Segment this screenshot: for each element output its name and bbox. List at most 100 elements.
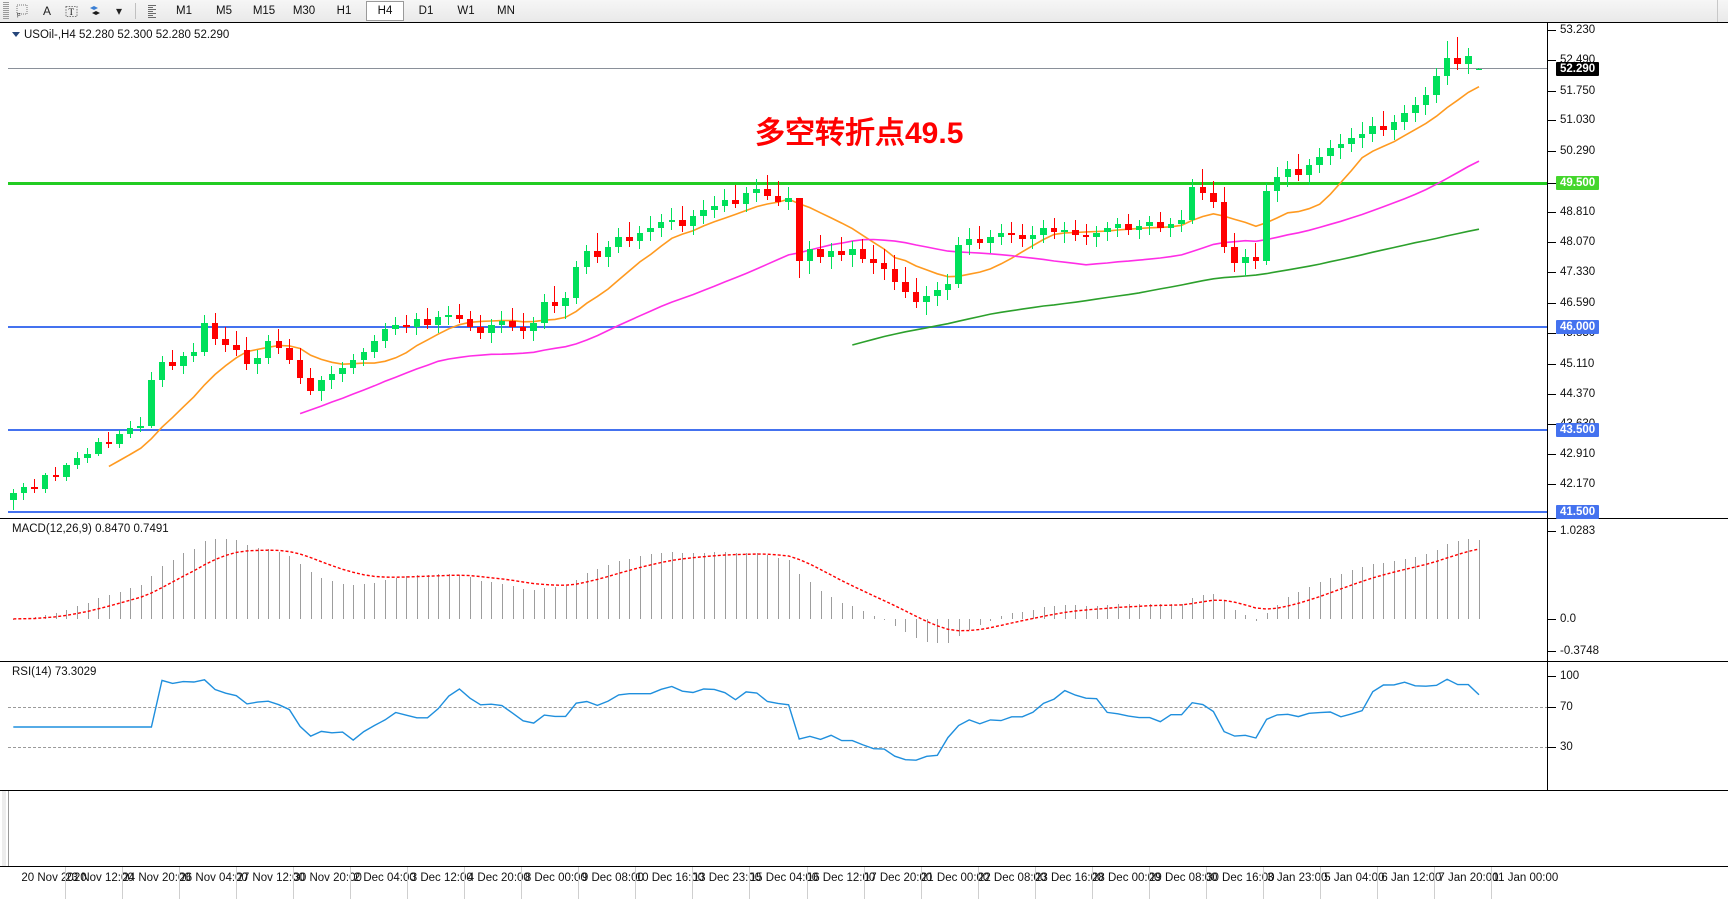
crosshair-f-icon[interactable]: F [12, 2, 34, 21]
rsi-pane[interactable]: RSI(14) 73.3029 100 70 30 [0, 662, 1728, 791]
candle-body [1093, 232, 1100, 237]
time-axis-label: 28 Dec 00:00 [1092, 872, 1161, 884]
timeframe-w1[interactable]: W1 [457, 5, 475, 17]
candle-wick [777, 181, 779, 206]
candle-body [1231, 246, 1238, 264]
rsi-axis[interactable]: 100 70 30 [1547, 662, 1728, 790]
support-line-41500[interactable] [8, 510, 1548, 513]
candle-body [721, 199, 729, 206]
time-axis-label: 24 Nov 20:00 [122, 872, 191, 884]
macd-histogram-bar [1032, 609, 1034, 619]
candle-body [126, 427, 134, 434]
text-a-icon[interactable]: A [42, 4, 51, 18]
candle-body [1369, 125, 1377, 134]
candle-body [1040, 228, 1047, 235]
macd-histogram-bar [1022, 611, 1024, 619]
time-separator [1490, 867, 1492, 899]
time-axis-label: 30 Nov 20:00 [293, 872, 362, 884]
rsi-tick [1548, 706, 1556, 708]
macd-histogram-bar [1001, 616, 1002, 619]
toolbar: F A T ▾ [0, 0, 1728, 23]
candle-body [498, 320, 506, 325]
time-axis-label: 15 Dec 04:00 [749, 872, 819, 884]
dropdown-arrow-icon[interactable]: ▾ [115, 4, 123, 18]
current-price-line[interactable] [8, 68, 1548, 70]
time-axis-label: 23 Nov 12:00 [65, 872, 134, 884]
toolbar-grip[interactable] [3, 2, 9, 20]
level-badge-46000[interactable]: 46.000 [1556, 319, 1600, 334]
symbol-header[interactable]: USOil-,H4 52.280 52.300 52.280 52.290 [12, 29, 229, 41]
current-price-badge[interactable]: 52.290 [1556, 61, 1600, 76]
candle-wick [1202, 168, 1204, 200]
rsi-tick [1548, 676, 1556, 677]
macd-histogram-bar [257, 548, 259, 619]
candle-body [201, 322, 208, 352]
candle-body [1220, 201, 1228, 247]
macd-histogram-bar [650, 554, 652, 619]
macd-plot-area[interactable] [8, 519, 1548, 661]
candle-body [1178, 220, 1185, 225]
triangle-down-icon[interactable] [12, 32, 20, 38]
candle-body [572, 267, 580, 299]
candle-body [934, 290, 941, 297]
candle-wick [12, 489, 14, 510]
time-separator [635, 867, 637, 899]
price-plot-area[interactable] [8, 23, 1548, 518]
candle-body [551, 302, 559, 307]
timeframe-m1[interactable]: M1 [176, 5, 192, 17]
toolbar-divider [135, 3, 136, 19]
candle-body [286, 347, 293, 360]
price-tick [1548, 150, 1556, 152]
candle-wick [278, 329, 280, 354]
candle-body [424, 318, 431, 325]
macd-histogram-bar [1096, 605, 1098, 619]
support-line-43500[interactable] [8, 428, 1548, 431]
timeframe-h4[interactable]: H4 [366, 1, 404, 21]
macd-pane[interactable]: MACD(12,26,9) 0.8470 0.7491 1.0283 0.0 -0.… [0, 519, 1728, 662]
candle-body [710, 205, 718, 210]
macd-histogram-bar [990, 618, 992, 621]
ma-fast-orange-line [108, 85, 1480, 468]
price-tick-label: 45.110 [1560, 357, 1595, 370]
level-badge-43500[interactable]: 43.500 [1556, 422, 1600, 437]
time-separator [578, 867, 580, 899]
candle-body [94, 442, 102, 455]
level-badge-41500[interactable]: 41.500 [1556, 504, 1600, 519]
macd-histogram-bar [1319, 582, 1321, 619]
price-pane[interactable]: USOil-,H4 52.280 52.300 52.280 52.290 多空… [0, 23, 1728, 519]
timeframe-d1[interactable]: D1 [418, 5, 434, 17]
macd-histogram-bar [1425, 554, 1427, 619]
macd-axis[interactable]: 1.0283 0.0 -0.3748 [1547, 519, 1728, 661]
time-separator [1376, 867, 1378, 899]
timeframe-mn[interactable]: MN [497, 5, 515, 17]
macd-histogram-bar [661, 552, 663, 619]
objects-icon[interactable] [84, 2, 106, 21]
macd-histogram-bar [353, 584, 355, 619]
candle-body [233, 345, 240, 350]
macd-histogram-bar [799, 573, 801, 619]
macd-histogram-bar [66, 609, 68, 619]
time-separator [749, 867, 751, 899]
macd-histogram-bar [1160, 604, 1162, 619]
timeframe-m30[interactable]: M30 [292, 5, 316, 17]
price-axis[interactable]: 53.23052.49051.75051.03050.29049.50048.8… [1547, 23, 1728, 519]
time-axis-label: 4 Dec 20:00 [467, 872, 530, 884]
timeframe-h1[interactable]: H1 [336, 5, 352, 17]
time-separator [1148, 867, 1150, 899]
price-tick [1548, 363, 1556, 365]
candle-body [41, 474, 49, 490]
candle-wick [427, 308, 429, 330]
timeframe-m15[interactable]: M15 [252, 5, 276, 17]
level-badge-49500[interactable]: 49.500 [1556, 176, 1600, 191]
macd-histogram-bar [140, 585, 142, 619]
macd-histogram-bar [193, 548, 195, 619]
candle-body [1380, 125, 1387, 130]
time-axis[interactable]: 20 Nov 2020 23 Nov 12:00 24 Nov 20:00 26 No… [0, 866, 1728, 899]
macd-histogram-bar [1468, 538, 1470, 619]
timeframe-m5[interactable]: M5 [216, 5, 232, 17]
support-line-46000[interactable] [8, 325, 1548, 328]
candle-wick [1457, 37, 1459, 71]
period-separator-icon[interactable] [141, 2, 163, 21]
rsi-plot-area[interactable] [8, 662, 1548, 790]
text-label-icon[interactable]: T [60, 2, 82, 21]
